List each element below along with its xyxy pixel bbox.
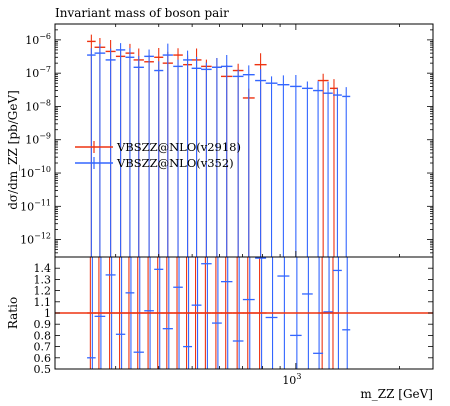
ratio-tick-label: 1.3 xyxy=(34,273,52,286)
ratio-tick-label: 0.8 xyxy=(34,329,52,342)
y-tick-label: 10−11 xyxy=(20,198,51,213)
legend-label: VBSZZ@NLO(v2918) xyxy=(116,140,241,154)
x-tick-label: 103 xyxy=(282,372,301,387)
y-tick-label: 10−10 xyxy=(20,165,51,180)
ratio-tick-label: 0.5 xyxy=(34,363,52,376)
x-axis-label: m_ZZ [GeV] xyxy=(360,387,433,401)
legend-label: VBSZZ@NLO(v352) xyxy=(116,156,234,170)
y-tick-label: 10−7 xyxy=(25,65,51,80)
ratio-panel: 0.50.60.70.80.911.11.21.31.4 xyxy=(34,256,434,376)
legend: VBSZZ@NLO(v2918) VBSZZ@NLO(v352) xyxy=(75,140,241,170)
y-tick-label: 10−8 xyxy=(25,98,51,113)
ratio-tick-label: 0.7 xyxy=(34,341,52,354)
y-tick-label: 10−6 xyxy=(25,32,51,47)
ratio-tick-label: 1 xyxy=(44,307,51,320)
ratio-tick-label: 1.1 xyxy=(34,296,52,309)
series-2 xyxy=(87,43,351,257)
main-panel: 10−12 10−11 10−10 10−9 10−8 10−7 10−6 xyxy=(20,23,434,258)
y-tick-label: 10−12 xyxy=(20,232,51,247)
main-plot-frame xyxy=(54,23,434,258)
y-axis-label: dσ/dm_ZZ [pb/GeV] xyxy=(6,90,20,210)
ratio-tick-label: 0.9 xyxy=(34,318,52,331)
ratio-tick-label: 0.6 xyxy=(34,352,52,365)
y-tick-label: 10−9 xyxy=(25,132,51,147)
ratio-axis-label: Ratio xyxy=(6,297,20,329)
ratio-tick-label: 1.2 xyxy=(34,285,52,298)
chart-title: Invariant mass of boson pair xyxy=(55,6,229,20)
ratio-tick-label: 1.4 xyxy=(34,262,52,275)
